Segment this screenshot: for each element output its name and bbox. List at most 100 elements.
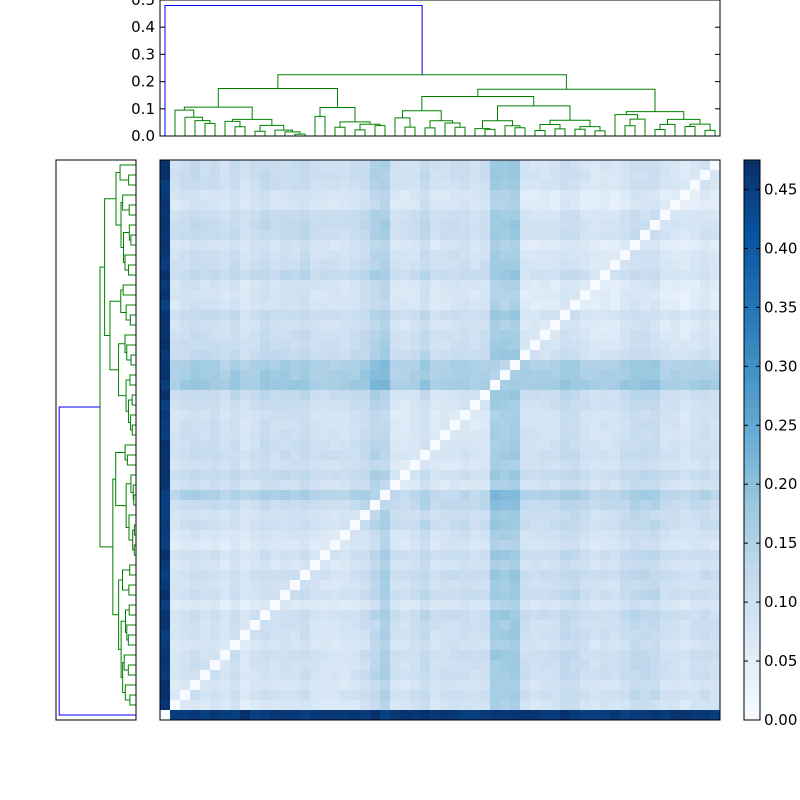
heatmap-cell xyxy=(540,680,551,691)
heatmap-cell xyxy=(160,490,171,501)
heatmap-cell xyxy=(250,470,261,481)
heatmap-cell xyxy=(280,200,291,211)
heatmap-cell xyxy=(520,330,531,341)
heatmap-cell xyxy=(650,560,661,571)
heatmap-cell xyxy=(200,250,211,261)
heatmap-cell xyxy=(530,210,541,221)
heatmap-cell xyxy=(710,330,721,341)
heatmap-cell xyxy=(640,600,651,611)
heatmap-cell xyxy=(570,490,581,501)
heatmap-cell xyxy=(700,480,711,491)
heatmap-cell xyxy=(650,470,661,481)
heatmap-cell xyxy=(230,190,241,201)
heatmap-cell xyxy=(590,360,601,371)
heatmap-cell xyxy=(410,420,421,431)
heatmap-cell xyxy=(570,580,581,591)
heatmap-cell xyxy=(440,330,451,341)
heatmap-cell xyxy=(490,310,501,321)
heatmap-cell xyxy=(700,580,711,591)
dendrogram-link xyxy=(118,579,123,650)
heatmap-cell xyxy=(440,490,451,501)
heatmap-cell xyxy=(550,300,561,311)
heatmap-cell xyxy=(230,560,241,571)
heatmap-cell xyxy=(300,300,311,311)
heatmap-cell xyxy=(220,170,231,181)
heatmap-cell xyxy=(190,620,201,631)
heatmap-cell xyxy=(650,630,661,641)
heatmap-cell xyxy=(460,320,471,331)
heatmap-cell xyxy=(410,670,421,681)
heatmap-cell xyxy=(180,520,191,531)
heatmap-cell xyxy=(440,690,451,701)
heatmap-cell xyxy=(390,390,401,401)
heatmap-cell xyxy=(610,610,621,621)
heatmap-cell xyxy=(350,470,361,481)
heatmap-cell xyxy=(600,570,611,581)
heatmap-cell xyxy=(500,390,511,401)
heatmap-cell xyxy=(650,550,661,561)
dendrogram-link xyxy=(131,394,136,406)
heatmap-cell xyxy=(370,470,381,481)
heatmap-cell xyxy=(220,590,231,601)
heatmap-cell xyxy=(630,550,641,561)
heatmap-cell xyxy=(520,450,531,461)
heatmap-cell xyxy=(270,180,281,191)
heatmap-cell xyxy=(410,640,421,651)
heatmap-cell xyxy=(440,580,451,591)
heatmap-cell xyxy=(540,370,551,381)
dendrogram-link xyxy=(130,234,136,246)
heatmap-cell xyxy=(590,340,601,351)
heatmap-cell xyxy=(640,640,651,651)
heatmap-cell xyxy=(570,620,581,631)
heatmap-cell xyxy=(280,450,291,461)
heatmap-cell xyxy=(220,480,231,491)
heatmap-cell xyxy=(620,490,631,501)
heatmap-cell xyxy=(630,410,641,421)
heatmap-cell xyxy=(360,660,371,671)
heatmap-cell xyxy=(670,300,681,311)
heatmap-cell xyxy=(240,210,251,221)
heatmap-cell xyxy=(550,220,561,231)
heatmap-cell xyxy=(440,270,451,281)
heatmap-cell xyxy=(610,520,621,531)
dendrogram-link xyxy=(128,604,136,616)
heatmap-cell xyxy=(680,340,691,351)
heatmap-cell xyxy=(570,350,581,361)
heatmap-cell xyxy=(550,560,561,571)
heatmap-cell xyxy=(370,180,381,191)
heatmap-cell xyxy=(330,300,341,311)
heatmap-cell xyxy=(270,710,281,721)
heatmap-cell xyxy=(560,390,571,401)
heatmap-cell xyxy=(690,450,701,461)
heatmap-cell xyxy=(610,550,621,561)
heatmap-cell xyxy=(530,400,541,411)
heatmap-cell xyxy=(470,340,481,351)
heatmap-cell xyxy=(290,230,301,241)
heatmap-cell xyxy=(190,500,201,511)
heatmap-cell xyxy=(430,300,441,311)
y-tick-label: 0.1 xyxy=(131,100,155,118)
heatmap-cell xyxy=(650,300,661,311)
heatmap-cell xyxy=(380,580,391,591)
heatmap-cell xyxy=(310,560,321,571)
heatmap-cell xyxy=(270,550,281,561)
heatmap-cell xyxy=(530,620,541,631)
heatmap-cell xyxy=(310,160,321,171)
heatmap-cell xyxy=(680,320,691,331)
heatmap-cell xyxy=(640,540,651,551)
heatmap-cell xyxy=(660,170,671,181)
heatmap-cell xyxy=(640,510,651,521)
heatmap-cell xyxy=(430,610,441,621)
heatmap-cell xyxy=(350,350,361,361)
heatmap-cell xyxy=(680,680,691,691)
heatmap-cell xyxy=(700,520,711,531)
heatmap-cell xyxy=(600,510,611,521)
heatmap-cell xyxy=(690,560,701,571)
heatmap-cell xyxy=(210,390,221,401)
heatmap-cell xyxy=(410,200,421,211)
heatmap-cell xyxy=(380,710,391,721)
heatmap-cell xyxy=(550,460,561,471)
heatmap-cell xyxy=(640,610,651,621)
heatmap-cell xyxy=(590,570,601,581)
y-tick-label: 0.2 xyxy=(131,73,155,91)
